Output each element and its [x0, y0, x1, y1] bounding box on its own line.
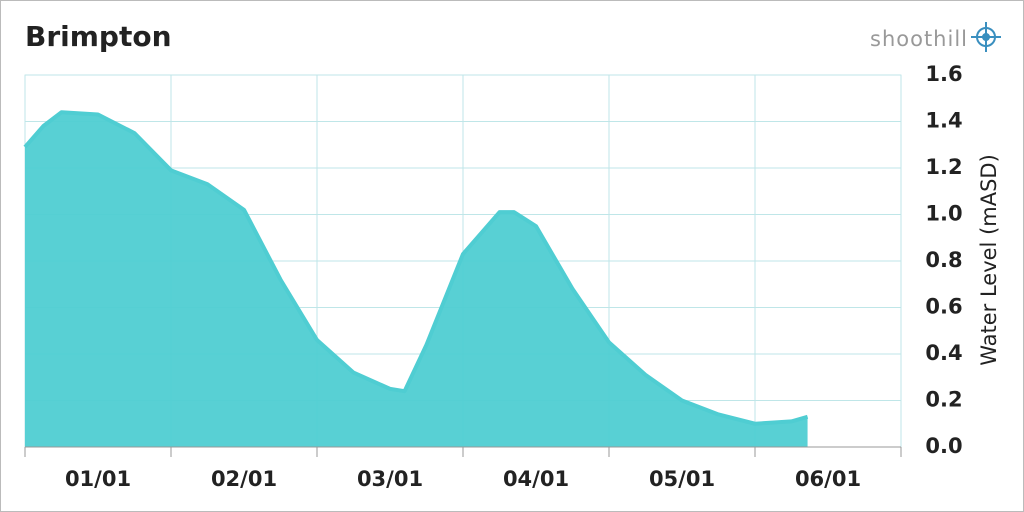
brand-icon [971, 22, 1001, 52]
area-line [23, 110, 809, 426]
y-tick-label: 1.2 [925, 155, 962, 179]
x-tick-label: 04/01 [503, 467, 569, 491]
y-tick-label: 1.0 [925, 202, 962, 226]
y-tick-label: 1.6 [925, 62, 962, 86]
x-tick-label: 02/01 [211, 467, 277, 491]
chart-title: Brimpton [25, 20, 172, 53]
x-tick-label: 06/01 [795, 467, 861, 491]
y-axis-title: Water Level (mASD) [977, 154, 1001, 366]
y-tick-label: 0.2 [925, 388, 962, 412]
x-tick-label: 03/01 [357, 467, 423, 491]
x-tick-label: 01/01 [65, 467, 131, 491]
y-tick-label: 0.0 [925, 434, 962, 458]
y-tick-label: 0.8 [925, 248, 962, 272]
y-tick-label: 0.6 [925, 295, 962, 319]
x-tick-label: 05/01 [649, 467, 715, 491]
brand: shoothill [870, 27, 968, 51]
y-tick-label: 0.4 [925, 341, 962, 365]
y-tick-label: 1.4 [925, 109, 962, 133]
